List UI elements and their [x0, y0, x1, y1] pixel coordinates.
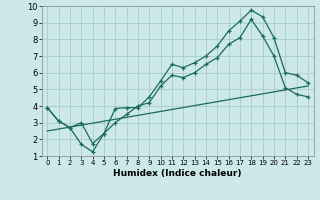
- X-axis label: Humidex (Indice chaleur): Humidex (Indice chaleur): [113, 169, 242, 178]
